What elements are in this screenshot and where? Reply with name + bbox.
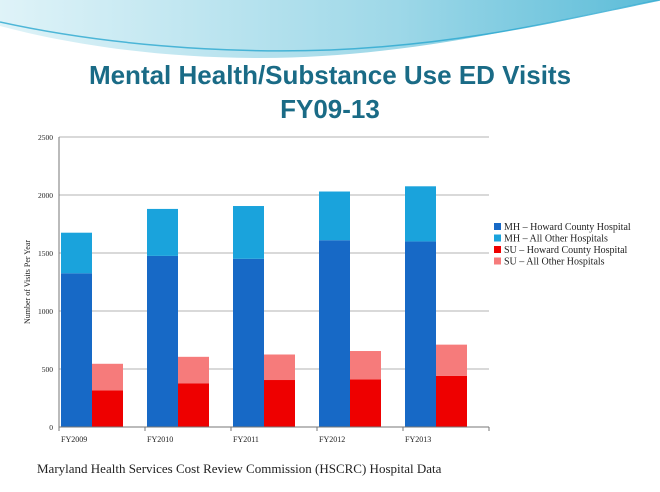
- x-tick-label: FY2012: [319, 435, 345, 444]
- bar-segment: [350, 351, 381, 380]
- legend-swatch: [494, 257, 501, 265]
- chart-title: Mental Health/Substance Use ED Visits FY…: [0, 58, 660, 126]
- y-tick-label: 1500: [38, 249, 53, 258]
- bar-segment: [92, 390, 123, 427]
- legend-label: SU – All Other Hospitals: [504, 257, 605, 268]
- bar-segment: [61, 273, 92, 427]
- legend-swatch: [494, 234, 501, 242]
- bar-segment: [61, 232, 92, 274]
- header-wave-decoration: [0, 0, 660, 62]
- chart-title-line2: FY09-13: [280, 94, 380, 124]
- y-tick-label: 1000: [38, 307, 53, 316]
- bar-segment: [319, 191, 350, 241]
- bar-segment: [436, 375, 467, 427]
- bar-segment: [178, 356, 209, 384]
- bar-segment: [233, 258, 264, 427]
- y-axis-label: Number of Visits Per Year: [23, 240, 32, 324]
- bar-segment: [233, 206, 264, 259]
- y-tick-label: 500: [42, 365, 54, 374]
- y-tick-label: 2500: [38, 133, 53, 142]
- x-tick-label: FY2013: [405, 435, 431, 444]
- bar-segment: [405, 186, 436, 242]
- bar-segment: [264, 380, 295, 427]
- x-tick-label: FY2009: [61, 435, 87, 444]
- chart-title-line1: Mental Health/Substance Use ED Visits: [88, 60, 572, 90]
- bar-segment: [178, 383, 209, 427]
- axes: 0 500 1000 1500 2000 2500 Number of Visits Per…: [23, 133, 490, 444]
- bar-segment: [147, 208, 178, 256]
- bars: [61, 186, 467, 427]
- x-tick-label: FY2011: [233, 435, 259, 444]
- bar-segment: [405, 241, 436, 427]
- bar-segment: [264, 354, 295, 381]
- y-tick-label: 2000: [38, 191, 53, 200]
- bar-segment: [319, 240, 350, 427]
- bar-segment: [436, 344, 467, 376]
- legend-swatch: [494, 246, 501, 253]
- bar-segment: [350, 379, 381, 427]
- x-tick-label: FY2010: [147, 435, 173, 444]
- y-tick-label: 0: [49, 423, 53, 432]
- source-note: Maryland Health Services Cost Review Com…: [37, 461, 442, 476]
- legend-label: MH – Howard County Hospital: [504, 222, 631, 233]
- bar-segment: [147, 255, 178, 427]
- legend-label: SU – Howard County Hospital: [504, 245, 628, 256]
- legend-label: MH – All Other Hospitals: [504, 234, 608, 245]
- legend-swatch: [494, 223, 501, 230]
- bar-segment: [92, 363, 123, 391]
